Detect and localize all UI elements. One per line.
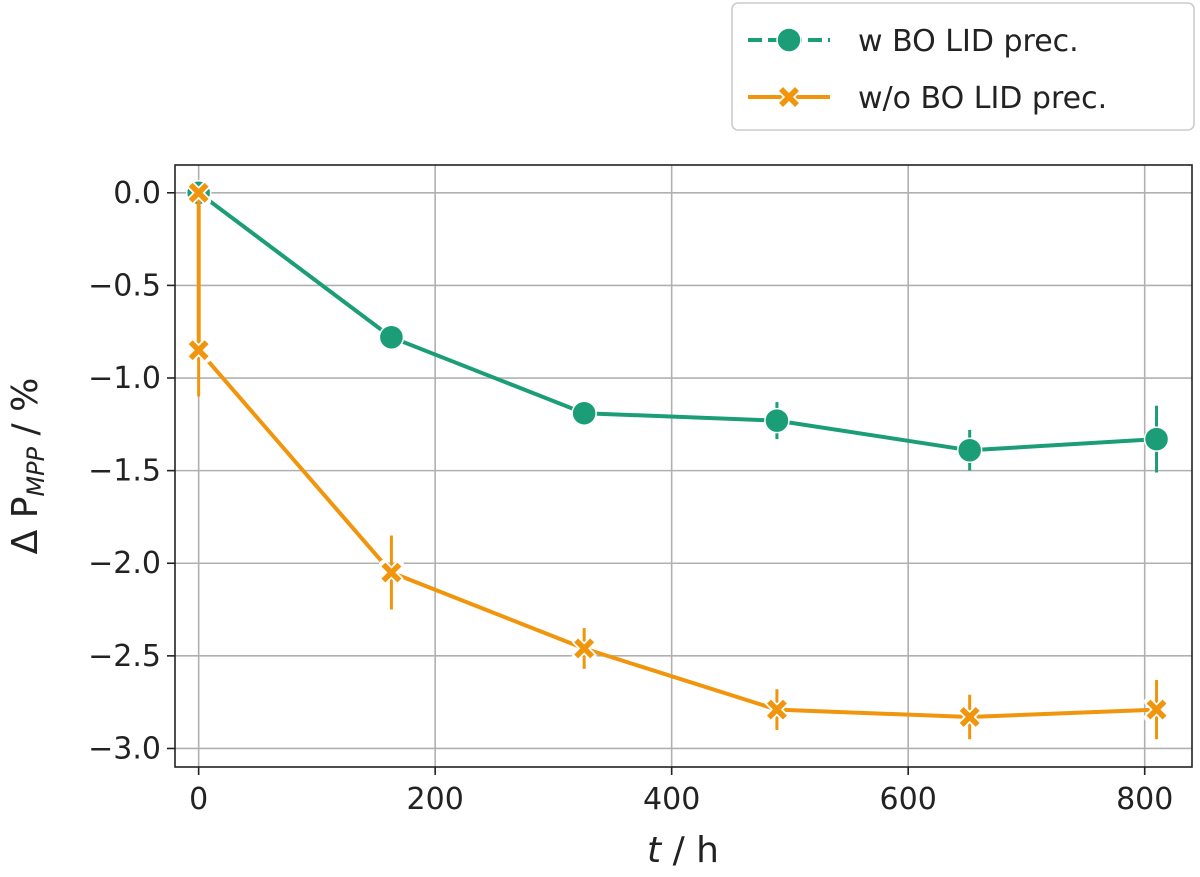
y-axis-label: Δ PMPP / %	[5, 378, 50, 555]
y-tick-label: −2.5	[88, 639, 161, 674]
x-tick-label: 0	[189, 782, 208, 817]
axis-ticks: 0 200 400 600 800 0.0 −0.5 −1.0 −1.5 −2.0 −2.5 −3.0	[88, 176, 1173, 817]
data-point	[191, 342, 207, 358]
data-point	[1149, 702, 1165, 718]
y-tick-label: −3.0	[88, 731, 161, 766]
data-point	[383, 565, 399, 581]
y-tick-label: −1.5	[88, 454, 161, 489]
data-point	[1145, 427, 1169, 451]
x-tick-label: 800	[1116, 782, 1173, 817]
legend-marker	[777, 28, 801, 52]
legend: w BO LID prec. w/o BO LID prec.	[732, 3, 1194, 130]
legend-label: w/o BO LID prec.	[858, 81, 1107, 116]
series-line	[199, 193, 1157, 451]
grid	[175, 165, 1192, 767]
data-point	[379, 325, 403, 349]
x-tick-label: 200	[407, 782, 464, 817]
plot-area-frame	[175, 165, 1192, 767]
data-point	[572, 401, 596, 425]
data-point	[962, 709, 978, 725]
data-point	[958, 438, 982, 462]
data-point	[576, 640, 592, 656]
data-point	[765, 409, 789, 433]
y-tick-label: −2.0	[88, 546, 161, 581]
series-1	[187, 181, 1169, 473]
data-point	[191, 185, 207, 201]
y-tick-label: 0.0	[113, 176, 161, 211]
x-axis-label: t / h	[647, 830, 719, 871]
legend-marker	[781, 89, 797, 105]
y-tick-label: −1.0	[88, 361, 161, 396]
series-line	[199, 193, 1157, 717]
data-point	[769, 702, 785, 718]
legend-label: w BO LID prec.	[858, 24, 1079, 59]
x-tick-label: 600	[880, 782, 937, 817]
y-tick-label: −0.5	[88, 268, 161, 303]
x-tick-label: 400	[643, 782, 700, 817]
